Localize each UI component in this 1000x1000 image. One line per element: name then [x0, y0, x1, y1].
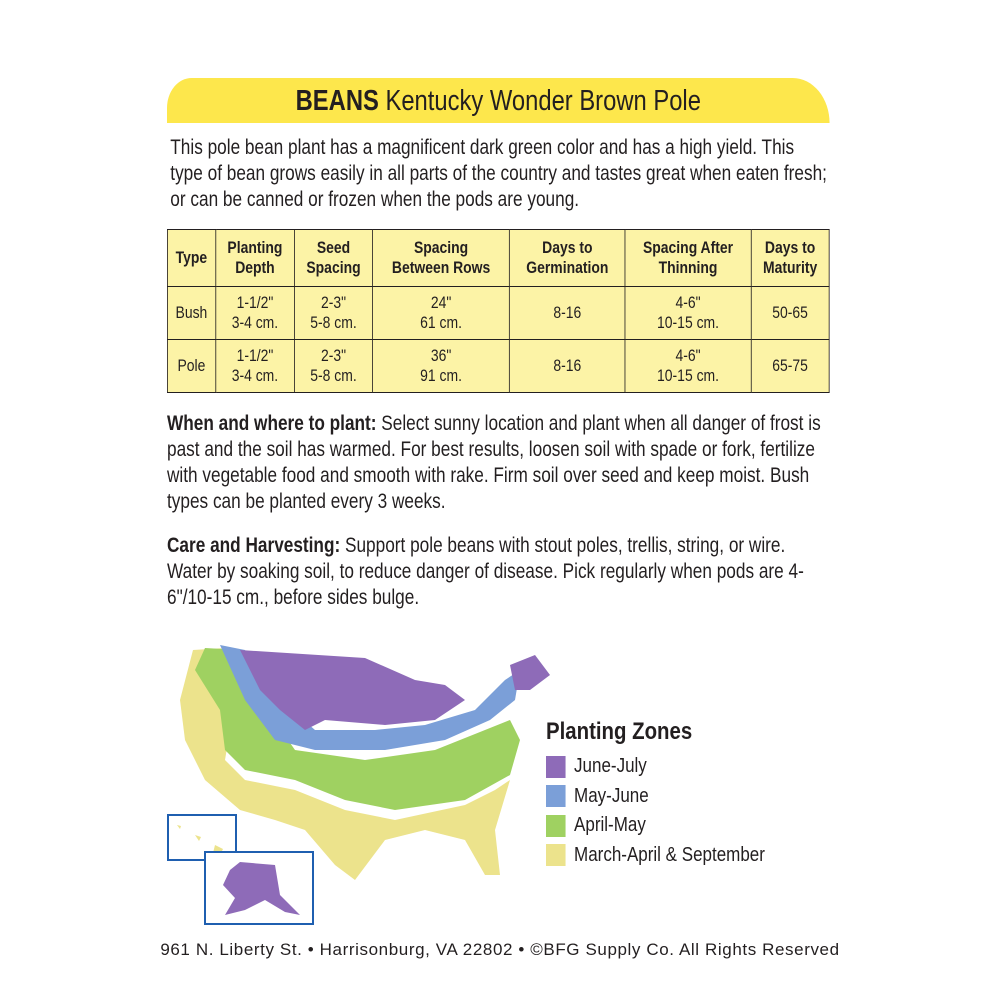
- table-cell: Bush: [167, 286, 216, 340]
- intro-text: This pole bean plant has a magnificent d…: [170, 136, 827, 211]
- legend-item: May-June: [546, 782, 765, 812]
- cell-line: 24": [430, 293, 452, 312]
- planting-table: Type Planting Depth Seed Spacing Spacing Betwe…: [167, 229, 830, 393]
- packet-content: BEANS Kentucky Wonder Brown Pole This po…: [167, 78, 830, 611]
- table-header-cell: Days to Germination: [509, 229, 626, 287]
- table-cell: 2-3" 5-8 cm.: [294, 339, 373, 393]
- header-line: Planting: [227, 238, 283, 257]
- table-header-cell: Spacing After Thinning: [624, 229, 752, 287]
- header-line: Thinning: [658, 258, 718, 277]
- care-text: Support pole beans with stout poles, tre…: [167, 534, 804, 609]
- cell-line: Bush: [175, 303, 208, 322]
- table-cell: 8-16: [509, 339, 626, 393]
- table-cell: Pole: [167, 339, 216, 393]
- map-legend: Planting Zones June-July May-June April-Ma…: [546, 718, 765, 870]
- table-cell: 4-6" 10-15 cm.: [624, 286, 752, 340]
- table-cell: 4-6" 10-15 cm.: [624, 339, 752, 393]
- zone-april-may: [195, 648, 520, 810]
- cell-line: 65-75: [772, 356, 808, 375]
- cell-line: 10-15 cm.: [657, 366, 720, 385]
- cell-line: Pole: [177, 356, 206, 375]
- cell-line: 4-6": [675, 293, 701, 312]
- table-row: Pole 1-1/2" 3-4 cm. 2-3" 5-8 cm. 36" 91 cm. 8-1…: [167, 339, 830, 393]
- legend-label: April-May: [574, 814, 646, 837]
- planting-text: Select sunny location and plant when all…: [167, 412, 821, 513]
- header-line: Germination: [526, 258, 609, 277]
- legend-item: March-April & September: [546, 841, 765, 871]
- legend-label: May-June: [574, 784, 649, 807]
- table-cell: 1-1/2" 3-4 cm.: [214, 339, 295, 393]
- table-cell: 50-65: [750, 286, 830, 340]
- table-header-cell: Seed Spacing: [294, 229, 373, 287]
- cell-line: 1-1/2": [236, 293, 274, 312]
- header-line: Days to: [764, 238, 816, 257]
- table-cell: 65-75: [750, 339, 830, 393]
- zone-may-june: [220, 645, 520, 750]
- header-line: Type: [175, 248, 208, 267]
- cell-line: 2-3": [320, 346, 347, 365]
- cell-line: 8-16: [553, 303, 582, 322]
- table-cell: 8-16: [509, 286, 626, 340]
- header-line: Depth: [235, 258, 275, 277]
- planting-heading: When and where to plant:: [167, 412, 377, 435]
- cell-line: 3-4 cm.: [231, 366, 279, 385]
- cell-line: 1-1/2": [236, 346, 274, 365]
- table-header-cell: Type: [167, 229, 216, 287]
- table-header-row: Type Planting Depth Seed Spacing Spacing Betwe…: [167, 229, 830, 287]
- header-line: Spacing After: [642, 238, 734, 257]
- header-line: Seed: [316, 238, 351, 257]
- cell-line: 91 cm.: [420, 366, 463, 385]
- footer-address: 961 N. Liberty St. • Harrisonburg, VA 22…: [160, 940, 840, 959]
- legend-swatch: [546, 755, 566, 778]
- table-row: Bush 1-1/2" 3-4 cm. 2-3" 5-8 cm. 24" 61 cm. 8-1…: [167, 286, 830, 340]
- cell-line: 3-4 cm.: [231, 313, 279, 332]
- cell-line: 2-3": [320, 293, 347, 312]
- title-banner: BEANS Kentucky Wonder Brown Pole: [167, 78, 830, 123]
- title-variety: Kentucky Wonder Brown Pole: [378, 85, 701, 117]
- legend-swatch: [546, 814, 566, 837]
- cell-line: 5-8 cm.: [310, 366, 357, 385]
- legend-title: Planting Zones: [546, 718, 693, 745]
- care-section: Care and Harvesting: Support pole beans …: [167, 533, 830, 611]
- cell-line: 10-15 cm.: [657, 313, 720, 332]
- table-cell: 2-3" 5-8 cm.: [294, 286, 373, 340]
- care-heading: Care and Harvesting:: [167, 534, 341, 557]
- cell-line: 61 cm.: [420, 313, 463, 332]
- cell-line: 8-16: [553, 356, 582, 375]
- cell-line: 4-6": [675, 346, 701, 365]
- legend-swatch: [546, 785, 566, 808]
- header-line: Spacing: [306, 258, 361, 277]
- legend-swatch: [546, 844, 566, 867]
- legend-item: June-July: [546, 752, 765, 782]
- table-header-cell: Days to Maturity: [750, 229, 830, 287]
- planting-section: When and where to plant: Select sunny lo…: [167, 411, 830, 515]
- header-line: Spacing: [413, 238, 469, 257]
- legend-label: March-April & September: [574, 843, 765, 866]
- header-line: Between Rows: [391, 258, 491, 277]
- hawaii-inset: [167, 814, 237, 861]
- header-line: Maturity: [762, 258, 818, 277]
- table-cell: 36" 91 cm.: [372, 339, 511, 393]
- table-header-cell: Planting Depth: [214, 229, 295, 287]
- zone-june-july: [240, 650, 550, 730]
- cell-line: 50-65: [772, 303, 808, 322]
- zone-march-april: [180, 648, 510, 880]
- header-line: Days to: [542, 238, 593, 257]
- table-cell: 24" 61 cm.: [372, 286, 511, 340]
- cell-line: 36": [430, 346, 452, 365]
- planting-zone-map: [167, 645, 550, 925]
- alaska-shape: [223, 862, 300, 915]
- cell-line: 5-8 cm.: [310, 313, 357, 332]
- legend-item: April-May: [546, 811, 765, 841]
- title-crop: BEANS: [295, 85, 379, 117]
- table-header-cell: Spacing Between Rows: [372, 229, 511, 287]
- legend-label: June-July: [574, 755, 647, 778]
- table-cell: 1-1/2" 3-4 cm.: [214, 286, 295, 340]
